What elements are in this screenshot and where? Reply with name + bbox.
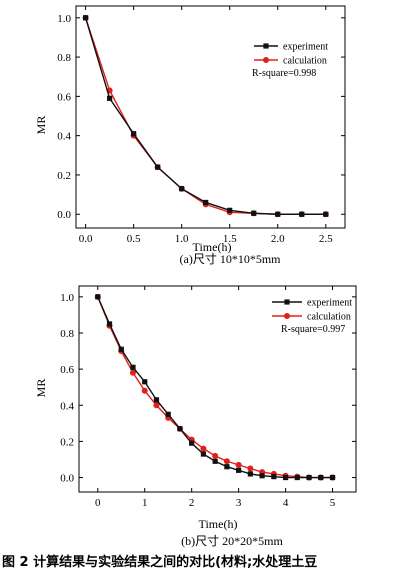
x-tick-label: 0.5	[127, 233, 141, 245]
x-tick-label: 2.0	[271, 233, 285, 245]
x-tick-label: 4	[283, 497, 289, 509]
data-point-experiment	[106, 321, 113, 327]
data-point-experiment	[153, 397, 160, 403]
x-tick-label: 0	[95, 497, 101, 509]
legend-entry-calculation: calculation	[307, 312, 351, 323]
legend-marker-calculation	[284, 313, 290, 319]
legend-marker-calculation	[263, 57, 269, 63]
plot-frame	[78, 285, 357, 493]
data-point-experiment	[299, 211, 305, 217]
data-point-experiment	[131, 131, 137, 137]
legend-entry-calculation: calculation	[283, 56, 327, 67]
x-tick-label: 1	[142, 497, 148, 509]
y-tick-label: 0.8	[60, 328, 74, 340]
data-point-experiment	[200, 451, 207, 457]
data-point-experiment	[118, 346, 124, 352]
data-point-experiment	[227, 207, 233, 213]
data-point-experiment	[107, 95, 113, 101]
data-point-calculation	[223, 458, 230, 465]
data-point-calculation	[247, 465, 254, 472]
x-tick-label: 0.0	[79, 233, 93, 245]
r-square-annotation: R-square=0.997	[281, 324, 345, 335]
data-point-experiment	[236, 467, 242, 473]
chart-subtitle: (b)尺寸 20*20*5mm	[181, 534, 283, 548]
data-point-experiment	[224, 464, 230, 470]
chart-subtitle: (a)尺寸 10*10*5mm	[180, 252, 282, 266]
y-tick-label: 0.6	[57, 91, 71, 103]
data-point-experiment	[179, 186, 185, 192]
x-tick-label: 2.5	[319, 233, 333, 245]
data-point-calculation	[235, 461, 242, 468]
data-point-experiment	[189, 440, 195, 446]
data-point-experiment	[306, 474, 312, 481]
x-tick-label: 1.5	[223, 233, 237, 245]
legend-entry-experiment: experiment	[283, 42, 328, 53]
x-tick-label: 3	[236, 497, 242, 509]
y-tick-label: 0.6	[60, 364, 74, 376]
series-experiment	[95, 294, 336, 481]
x-tick-label: 1.0	[175, 233, 189, 245]
data-point-experiment	[282, 474, 289, 481]
data-point-calculation	[212, 452, 219, 459]
data-point-experiment	[83, 15, 89, 21]
data-point-experiment	[177, 426, 183, 432]
data-point-experiment	[318, 474, 324, 481]
legend-entry-experiment: experiment	[307, 298, 352, 309]
data-point-calculation	[153, 402, 160, 409]
y-tick-label: 0.4	[57, 131, 71, 143]
legend-marker-experiment	[284, 299, 290, 305]
y-tick-label: 0.0	[57, 209, 71, 221]
x-axis-label: Time(h)	[199, 517, 238, 531]
data-point-experiment	[294, 474, 300, 481]
data-point-experiment	[95, 294, 101, 300]
data-point-calculation	[141, 387, 148, 394]
y-tick-label: 0.4	[60, 400, 74, 412]
data-point-calculation	[200, 445, 207, 452]
y-tick-label: 0.0	[60, 473, 74, 485]
y-tick-label: 1.0	[60, 292, 74, 304]
y-axis-label: MR	[34, 379, 48, 398]
x-tick-label: 5	[330, 497, 336, 509]
data-point-experiment	[275, 211, 281, 217]
data-point-experiment	[251, 210, 257, 216]
y-tick-label: 0.2	[57, 170, 71, 182]
y-axis-label: MR	[34, 116, 48, 135]
legend-marker-experiment	[263, 43, 269, 49]
y-tick-label: 1.0	[57, 13, 71, 25]
y-tick-label: 0.8	[57, 52, 71, 64]
data-point-experiment	[323, 211, 329, 217]
x-tick-label: 2	[189, 497, 195, 509]
data-point-experiment	[130, 364, 136, 370]
legend: experiment calculation	[272, 298, 352, 323]
series-calculation	[94, 293, 336, 481]
data-point-experiment	[259, 473, 265, 479]
data-point-experiment	[165, 411, 171, 417]
plot-frame	[75, 5, 346, 229]
data-point-experiment	[212, 458, 218, 464]
data-point-experiment	[142, 379, 148, 385]
y-tick-label: 0.2	[60, 436, 74, 448]
data-point-experiment	[203, 199, 209, 206]
legend: experiment calculation	[254, 42, 328, 67]
data-point-experiment	[247, 471, 253, 477]
series-experiment	[83, 15, 329, 217]
data-point-experiment	[271, 474, 277, 480]
chart-a: 0.0 0.5 1.0 1.5 2.0 2.5 0.0 0.2 0.4 0.6 0.8 1.0 MR Ti…	[34, 5, 346, 266]
data-point-calculation	[129, 369, 136, 376]
r-square-annotation: R-square=0.998	[252, 68, 316, 79]
data-point-experiment	[155, 164, 161, 170]
chart-b: 0 1 2 3 4 5 0.0 0.2 0.4 0.6 0.8 1.0 MR Time(h) (b)尺寸 2…	[34, 285, 357, 548]
data-point-experiment	[329, 474, 336, 481]
figure-caption: 图 2 计算结果与实验结果之间的对比(材料;水处理土豆	[2, 554, 317, 570]
x-axis-label: Time(h)	[193, 240, 232, 254]
